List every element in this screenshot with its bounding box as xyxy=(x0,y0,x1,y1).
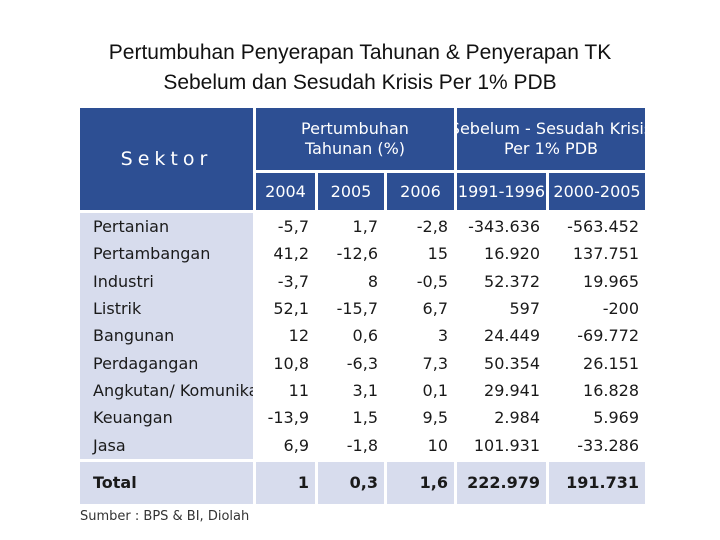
table-cell: 3 xyxy=(437,326,448,346)
sektor-header: Sektor xyxy=(80,108,253,210)
table-cell: 16.828 xyxy=(583,380,639,400)
table-cell: 50.354 xyxy=(484,353,540,373)
crisis-header: Sebelum - Sesudah Krisis Per 1% PDB xyxy=(457,108,645,170)
table-cell: 19.965 xyxy=(583,271,639,291)
table-cell: 10,8 xyxy=(273,353,309,373)
growth-header: Pertumbuhan Tahunan (%) xyxy=(256,108,454,170)
sector-label: Bangunan xyxy=(93,326,175,346)
page-title: Pertumbuhan Penyerapan Tahunan & Penyera… xyxy=(108,41,612,64)
table-cell: -3,7 xyxy=(277,271,309,291)
table-cell: 3,1 xyxy=(352,380,378,400)
year-header: 2006 xyxy=(387,173,454,210)
table-cell: 1,5 xyxy=(352,408,378,428)
table-cell: -343.636 xyxy=(468,217,540,237)
sector-label: Industri xyxy=(93,271,154,291)
table-cell: 15 xyxy=(427,244,448,264)
data-table: Sektor Pertumbuhan Tahunan (%) Sebelum - Se… xyxy=(80,108,645,504)
growth-header-line2: Tahunan (%) xyxy=(304,139,406,158)
table-cell: -15,7 xyxy=(336,299,378,319)
table-cell: 6,9 xyxy=(283,435,309,455)
total-cell: 191.731 xyxy=(549,461,645,504)
year-header: 2000-2005 xyxy=(549,173,645,210)
page-subtitle: Sebelum dan Sesudah Krisis Per 1% PDB xyxy=(163,71,557,94)
table-cell: -69.772 xyxy=(577,326,639,346)
growth-header-line1: Pertumbuhan xyxy=(301,119,409,138)
year-header: 2005 xyxy=(318,173,384,210)
sector-label: Listrik xyxy=(93,299,142,319)
value-column xyxy=(256,213,315,459)
table-cell: 29.941 xyxy=(484,380,540,400)
table-cell: -0,5 xyxy=(416,271,448,291)
total-cell: 0,3 xyxy=(318,461,384,504)
table-cell: 0,1 xyxy=(422,380,448,400)
table-cell: 12 xyxy=(288,326,309,346)
table-cell: -563.452 xyxy=(567,217,639,237)
total-cell: 1 xyxy=(256,461,315,504)
table-cell: -13,9 xyxy=(267,408,309,428)
total-cell: 1,6 xyxy=(387,461,454,504)
table-cell: 52.372 xyxy=(484,271,540,291)
table-cell: -12,6 xyxy=(336,244,378,264)
table-cell: -5,7 xyxy=(277,217,309,237)
sector-label: Jasa xyxy=(93,435,126,455)
crisis-header-line2: Per 1% PDB xyxy=(504,139,598,158)
table-cell: 24.449 xyxy=(484,326,540,346)
value-column xyxy=(318,213,384,459)
table-cell: 0,6 xyxy=(352,326,378,346)
table-cell: 2.984 xyxy=(494,408,540,428)
table-cell: 52,1 xyxy=(273,299,309,319)
table-cell: 9,5 xyxy=(422,408,448,428)
table-cell: 101.931 xyxy=(473,435,540,455)
source-note: Sumber : BPS & BI, Diolah xyxy=(80,509,250,524)
table-cell: 1,7 xyxy=(352,217,378,237)
table-cell: 7,3 xyxy=(422,353,448,373)
sector-label: Perdagangan xyxy=(93,353,199,373)
sector-label: Angkutan/ Komunikasi xyxy=(93,380,253,400)
table-cell: 16.920 xyxy=(484,244,540,264)
sector-label: Pertanian xyxy=(93,217,170,237)
table-cell: 6,7 xyxy=(422,299,448,319)
year-header: 1991-1996 xyxy=(457,173,546,210)
sector-label: Keuangan xyxy=(93,408,173,428)
value-column xyxy=(457,213,546,459)
table-cell: -6,3 xyxy=(346,353,378,373)
table-cell: 8 xyxy=(367,271,378,291)
table-cell: 5.969 xyxy=(593,408,639,428)
crisis-header-line1: Sebelum - Sesudah Krisis xyxy=(457,119,645,138)
table-cell: 26.151 xyxy=(583,353,639,373)
year-header: 2004 xyxy=(256,173,315,210)
table-cell: 597 xyxy=(509,299,540,319)
value-column xyxy=(549,213,645,459)
table-cell: 137.751 xyxy=(572,244,639,264)
table-cell: -2,8 xyxy=(416,217,448,237)
sector-label: Pertambangan xyxy=(93,244,211,264)
table-cell: 10 xyxy=(427,435,448,455)
total-label: Total xyxy=(80,461,253,504)
total-cell: 222.979 xyxy=(457,461,546,504)
value-column xyxy=(387,213,454,459)
sector-column xyxy=(80,213,253,459)
table-cell: -1,8 xyxy=(346,435,378,455)
table-cell: -33.286 xyxy=(577,435,639,455)
table-cell: 41,2 xyxy=(273,244,309,264)
table-cell: -200 xyxy=(602,299,639,319)
table-cell: 11 xyxy=(288,380,309,400)
